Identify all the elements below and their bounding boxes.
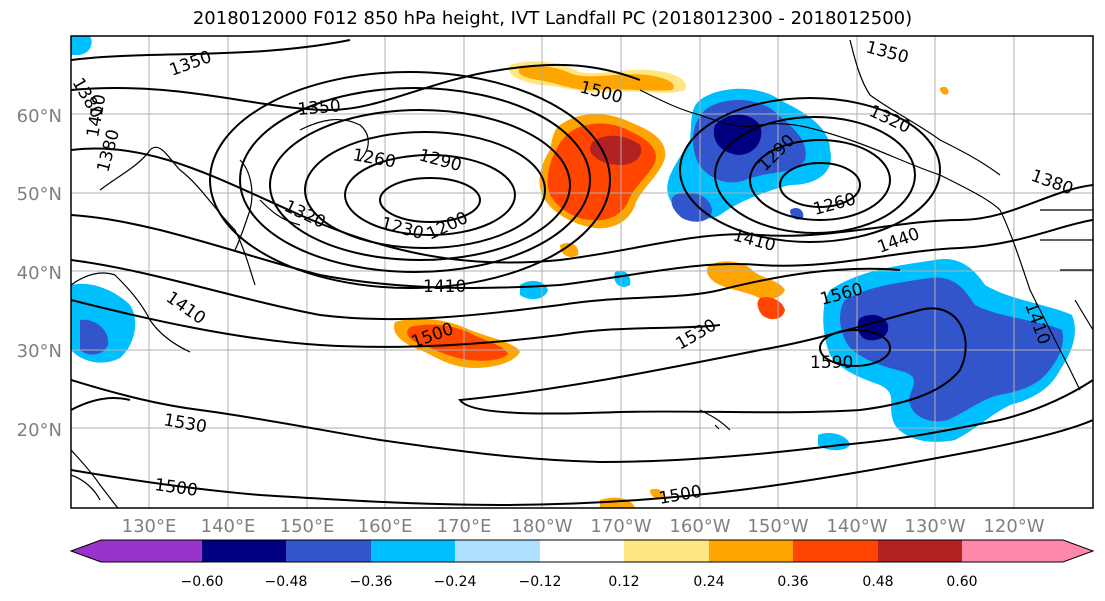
colorbar-tick: −0.12 <box>519 574 562 590</box>
contour-label: 1410 <box>423 277 466 297</box>
colorbar-tick: −0.24 <box>434 574 477 590</box>
lon-tick: 150°W <box>747 516 808 537</box>
colorbar-extension-high <box>1063 540 1093 562</box>
coastlines <box>71 39 1093 508</box>
lon-tick: 120°W <box>983 516 1044 537</box>
latitude-ticks: 20°N 30°N 40°N 50°N 60°N <box>17 106 62 441</box>
colorbar-tick: −0.36 <box>350 574 393 590</box>
lon-tick: 160°E <box>358 516 413 537</box>
colorbar-tick: 0.12 <box>608 574 639 590</box>
colorbar-tick: 0.24 <box>693 574 724 590</box>
colorbar-outline <box>69 539 1095 563</box>
colorbar-tick: 0.48 <box>862 574 893 590</box>
colorbar-segment <box>624 540 709 562</box>
colorbar-tick: −0.60 <box>181 574 224 590</box>
lon-tick: 130°W <box>904 516 965 537</box>
colorbar-ticks: −0.60 −0.48 −0.36 −0.24 −0.12 0.12 0.24 … <box>181 574 978 590</box>
colorbar-segment <box>709 540 793 562</box>
colorbar-tick: 0.60 <box>946 574 977 590</box>
colorbar-tick: 0.36 <box>777 574 808 590</box>
lat-tick: 30°N <box>17 341 62 362</box>
colorbar-segment <box>371 540 455 562</box>
lon-tick: 130°E <box>122 516 177 537</box>
lat-tick: 20°N <box>17 420 62 441</box>
colorbar-segment <box>286 540 371 562</box>
colorbar-tick: −0.48 <box>265 574 308 590</box>
colorbar-segment <box>101 540 202 562</box>
lon-tick: 140°W <box>826 516 887 537</box>
colorbar-extension-low <box>71 540 101 562</box>
height-contours <box>71 39 1093 507</box>
colorbar-segment <box>202 540 286 562</box>
lon-tick: 140°E <box>201 516 256 537</box>
lat-tick: 40°N <box>17 263 62 284</box>
colorbar-segment <box>455 540 540 562</box>
colorbar-segment <box>962 540 1063 562</box>
lon-tick: 180°W <box>511 516 572 537</box>
plot-border <box>70 35 1094 509</box>
contour-label: 1590 <box>810 353 853 373</box>
lon-tick: 170°W <box>590 516 651 537</box>
colorbar-segment <box>793 540 878 562</box>
lon-tick: 170°E <box>437 516 492 537</box>
lon-tick: 150°E <box>280 516 335 537</box>
map-title: 2018012000 F012 850 hPa height, IVT Land… <box>192 8 913 29</box>
colorbar <box>69 539 1095 563</box>
lat-tick: 50°N <box>17 184 62 205</box>
longitude-ticks: 130°E 140°E 150°E 160°E 170°E 180°W 170°… <box>122 516 1045 537</box>
lat-tick: 60°N <box>17 106 62 127</box>
colorbar-segment <box>540 540 624 562</box>
lon-tick: 160°W <box>669 516 730 537</box>
contour-label: 1350 <box>297 96 342 120</box>
colorbar-segment <box>878 540 962 562</box>
